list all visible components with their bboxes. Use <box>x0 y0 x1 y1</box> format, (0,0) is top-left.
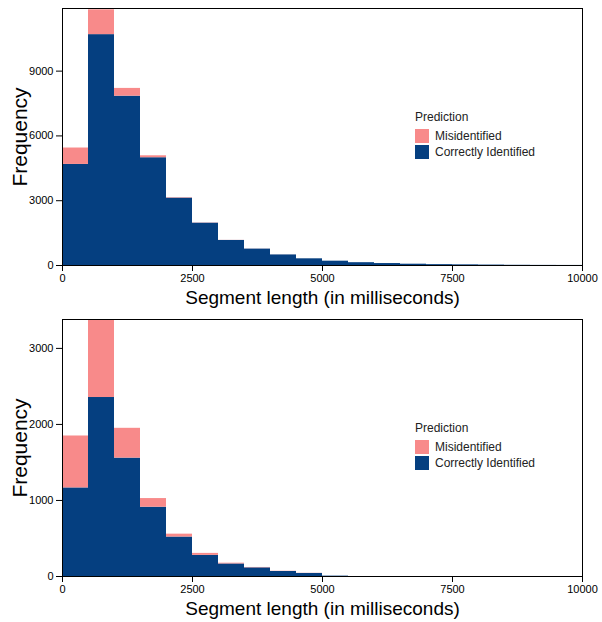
html-text:Misidentified: Misidentified <box>435 440 502 454</box>
svg-text:5000: 5000 <box>310 583 334 595</box>
svg-text:10000: 10000 <box>567 272 598 284</box>
svg-text:Segment length (in millisecond: Segment length (in milliseconds) <box>185 598 460 619</box>
svg-text:6000: 6000 <box>29 129 53 141</box>
svg-text:1000: 1000 <box>29 494 53 506</box>
svg-text:7500: 7500 <box>440 272 464 284</box>
svg-text:Segment length (in millisecond: Segment length (in milliseconds) <box>185 287 460 308</box>
svg-text:3000: 3000 <box>29 342 53 354</box>
html-text:Correctly Identified: Correctly Identified <box>435 456 535 470</box>
svg-text:7500: 7500 <box>440 583 464 595</box>
svg-text:2000: 2000 <box>29 418 53 430</box>
html-text:Prediction: Prediction <box>415 110 469 124</box>
svg-text:2500: 2500 <box>180 272 204 284</box>
svg-text:3000: 3000 <box>29 194 53 206</box>
svg-text:5000: 5000 <box>310 272 334 284</box>
svg-text:0: 0 <box>59 272 65 284</box>
html-text:Prediction: Prediction <box>415 421 469 435</box>
svg-text:0: 0 <box>47 259 53 271</box>
svg-text:Frequency: Frequency <box>8 87 31 187</box>
svg-text:0: 0 <box>59 583 65 595</box>
svg-text:2500: 2500 <box>180 583 204 595</box>
html-text:Correctly Identified: Correctly Identified <box>435 145 535 159</box>
svg-text:Frequency: Frequency <box>8 398 31 498</box>
svg-text:0: 0 <box>47 570 53 582</box>
svg-text:10000: 10000 <box>567 583 598 595</box>
html-text:Misidentified: Misidentified <box>435 129 502 143</box>
svg-text:9000: 9000 <box>29 65 53 77</box>
